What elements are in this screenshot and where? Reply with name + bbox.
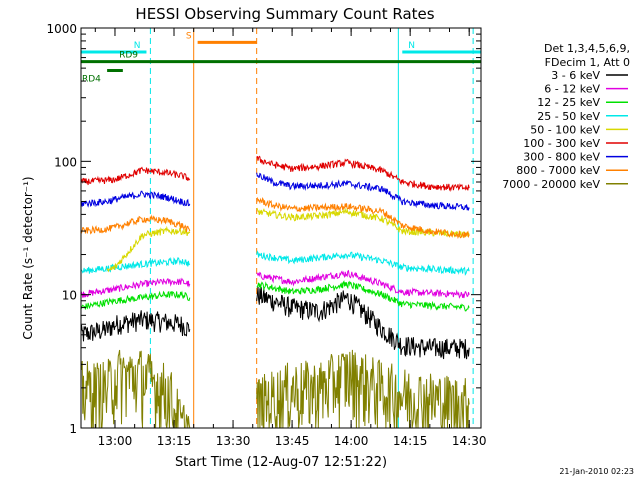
y-tick-label-1: 1 (69, 422, 77, 436)
series-line-3-6-kev (81, 286, 470, 360)
x-tick-label-6: 14:15 (393, 434, 428, 448)
annotation-label-4: RD9 (119, 51, 138, 61)
x-tick-label-3: 13:30 (216, 434, 251, 448)
series-line-100-300-kev (81, 155, 470, 193)
annotation-label-2: N (408, 41, 415, 51)
legend-header-2: FDecim 1, Att 0 (545, 56, 630, 69)
series-line-50-100-kev (106, 207, 470, 273)
legend-label-7: 300 - 800 keV (523, 151, 600, 164)
plot-area: N N S RD9 RD4 (81, 28, 481, 428)
legend-label-2: 6 - 12 keV (544, 83, 600, 96)
x-tick-label-7: 14:30 (452, 434, 487, 448)
x-axis: 13:00 13:15 13:30 13:45 14:00 14:15 14:30 (94, 28, 487, 448)
y-axis-label: Count Rate (s⁻¹ detector⁻¹) (21, 176, 35, 339)
series-line-7000-20000-kev (81, 349, 470, 428)
plot-frame (80, 27, 482, 429)
x-tick-label-2: 13:15 (157, 434, 192, 448)
legend-label-9: 7000 - 20000 keV (502, 178, 600, 191)
x-tick-label-1: 13:00 (98, 434, 133, 448)
legend-label-3: 12 - 25 keV (537, 96, 600, 109)
x-tick-label-5: 14:00 (334, 434, 369, 448)
series-line-25-50-kev (81, 250, 470, 276)
legend-header-1: Det 1,3,4,5,6,9, (544, 42, 630, 55)
plot-content (81, 28, 481, 428)
legend-label-8: 800 - 7000 keV (516, 164, 600, 177)
series-line-300-800-kev (81, 172, 470, 212)
legend-label-4: 25 - 50 keV (537, 110, 600, 123)
series-line-800-7000-kev (81, 196, 470, 239)
y-tick-label-4: 1000 (46, 22, 77, 36)
annotation-label-5: RD4 (82, 75, 101, 85)
annotation-label-1: N (134, 41, 141, 51)
legend-label-1: 3 - 6 keV (551, 69, 600, 82)
annotation-label-3: S (186, 31, 192, 41)
y-tick-label-2: 10 (62, 289, 77, 303)
y-axis: 1 10 100 1000 (46, 22, 481, 436)
chart-title: HESSI Observing Summary Count Rates (135, 5, 434, 23)
legend-label-6: 100 - 300 keV (523, 137, 600, 150)
legend-label-5: 50 - 100 keV (530, 123, 600, 136)
series-line-12-25-kev (81, 280, 470, 312)
y-tick-label-3: 100 (54, 155, 77, 169)
x-axis-label: Start Time (12-Aug-07 12:51:22) (175, 455, 387, 470)
legend: Det 1,3,4,5,6,9, FDecim 1, Att 0 3 - 6 k… (502, 42, 630, 191)
footer-timestamp: 21-Jan-2010 02:23 (559, 467, 634, 476)
x-tick-label-4: 13:45 (275, 434, 310, 448)
series-line-6-12-kev (81, 269, 470, 299)
